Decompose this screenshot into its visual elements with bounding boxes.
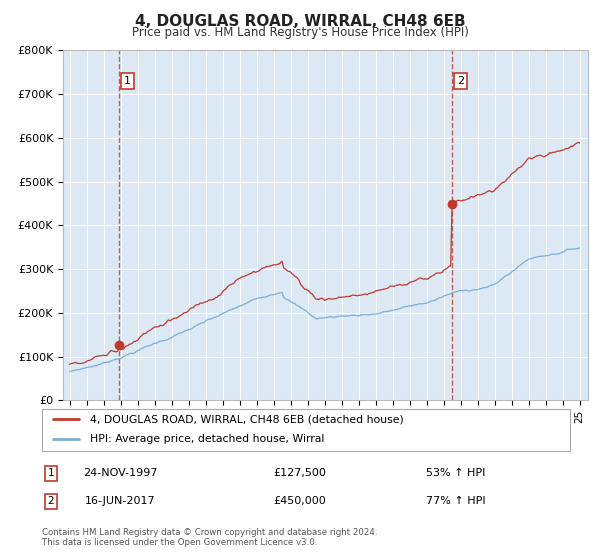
Text: HPI: Average price, detached house, Wirral: HPI: Average price, detached house, Wirr… (89, 434, 324, 444)
Text: 4, DOUGLAS ROAD, WIRRAL, CH48 6EB (detached house): 4, DOUGLAS ROAD, WIRRAL, CH48 6EB (detac… (89, 414, 403, 424)
Text: 2: 2 (457, 76, 464, 86)
Text: 2: 2 (47, 496, 55, 506)
Text: 53% ↑ HPI: 53% ↑ HPI (427, 468, 485, 478)
Text: 1: 1 (47, 468, 55, 478)
Text: 24-NOV-1997: 24-NOV-1997 (83, 468, 157, 478)
Text: 77% ↑ HPI: 77% ↑ HPI (426, 496, 486, 506)
Text: Price paid vs. HM Land Registry's House Price Index (HPI): Price paid vs. HM Land Registry's House … (131, 26, 469, 39)
Text: £450,000: £450,000 (274, 496, 326, 506)
Text: Contains HM Land Registry data © Crown copyright and database right 2024.
This d: Contains HM Land Registry data © Crown c… (42, 528, 377, 547)
Text: 4, DOUGLAS ROAD, WIRRAL, CH48 6EB: 4, DOUGLAS ROAD, WIRRAL, CH48 6EB (134, 14, 466, 29)
Text: 1: 1 (124, 76, 131, 86)
Text: £127,500: £127,500 (274, 468, 326, 478)
Text: 16-JUN-2017: 16-JUN-2017 (85, 496, 155, 506)
